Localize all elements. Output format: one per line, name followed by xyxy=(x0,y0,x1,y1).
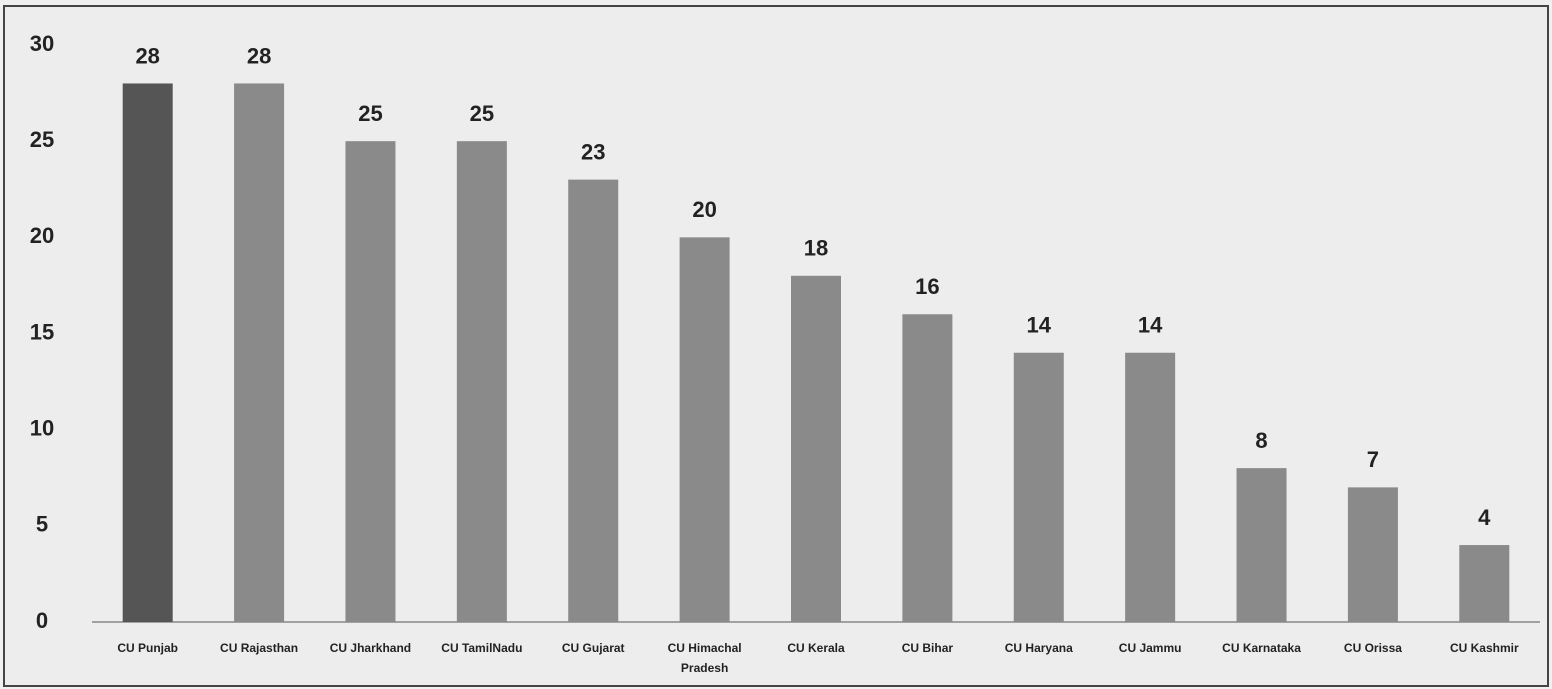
x-tick-label: CU Jammu xyxy=(1118,641,1182,655)
y-tick-label: 0 xyxy=(36,608,48,633)
bar xyxy=(122,83,173,622)
bar xyxy=(1459,545,1510,622)
value-label: 23 xyxy=(581,139,605,164)
value-label: 7 xyxy=(1367,447,1379,472)
bar xyxy=(679,237,730,623)
value-label: 20 xyxy=(692,197,716,222)
x-tick-label: CU Karnataka xyxy=(1222,641,1301,655)
y-tick-label: 25 xyxy=(30,127,54,152)
x-tick-label: CU Rajasthan xyxy=(220,641,299,655)
value-label: 14 xyxy=(1027,313,1052,338)
bar xyxy=(1013,352,1064,622)
bar xyxy=(1236,468,1287,622)
bar xyxy=(234,83,285,622)
x-tick-label: CU Jharkhand xyxy=(329,641,412,655)
bar xyxy=(1125,352,1176,622)
bar xyxy=(568,179,619,622)
value-label: 8 xyxy=(1255,428,1267,453)
x-tick-label: CU Punjab xyxy=(117,641,179,655)
x-tick-label: CU Himachal Pradesh xyxy=(667,641,742,675)
bar xyxy=(1347,487,1398,622)
value-label: 14 xyxy=(1138,313,1163,338)
value-label: 28 xyxy=(247,43,271,68)
x-tick-label: CU Kashmir xyxy=(1449,641,1519,655)
x-tick-label: CU Gujarat xyxy=(561,641,625,655)
value-label: 4 xyxy=(1478,505,1491,530)
x-tick-label: CU TamilNadu xyxy=(441,641,523,655)
value-label: 18 xyxy=(804,236,828,261)
bar xyxy=(902,314,953,622)
bar xyxy=(456,141,507,622)
y-tick-label: 10 xyxy=(30,415,54,440)
x-tick-label: CU Kerala xyxy=(787,641,845,655)
x-tick-label: CU Haryana xyxy=(1004,641,1073,655)
value-label: 28 xyxy=(135,43,159,68)
x-tick-label: CU Orissa xyxy=(1343,641,1402,655)
bar xyxy=(791,275,841,622)
value-label: 25 xyxy=(358,101,382,126)
value-label: 25 xyxy=(470,101,494,126)
value-label: 16 xyxy=(915,274,939,299)
y-tick-label: 15 xyxy=(30,319,54,344)
y-tick-label: 5 xyxy=(36,512,48,537)
y-tick-label: 30 xyxy=(30,31,54,56)
x-tick-label: CU Bihar xyxy=(901,641,954,655)
y-tick-label: 20 xyxy=(30,223,54,248)
bar xyxy=(345,141,396,622)
